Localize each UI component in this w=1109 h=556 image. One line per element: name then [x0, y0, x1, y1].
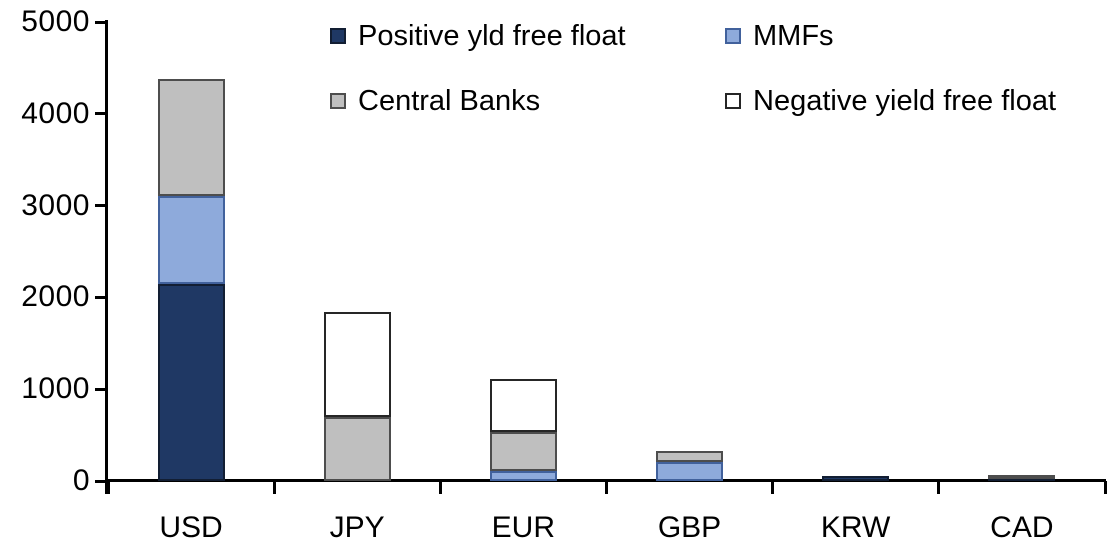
- legend-swatch-central-banks: [330, 93, 346, 109]
- legend-swatch-negative-yield-free-float: [725, 93, 741, 109]
- x-tick-mark: [771, 481, 775, 494]
- y-tick-mark: [95, 479, 108, 483]
- x-category-label-jpy: JPY: [329, 511, 385, 544]
- legend-item-positive-yld-free-float: Positive yld free float: [330, 20, 626, 52]
- x-tick-mark: [937, 481, 941, 494]
- x-tick-mark: [1103, 481, 1107, 494]
- bar-segment-usd-series-2: [157, 78, 225, 197]
- bar-segment-cad-series-2: [988, 474, 1056, 479]
- legend-label: Central Banks: [358, 85, 541, 117]
- legend-label: Negative yield free float: [753, 85, 1057, 117]
- y-tick-mark: [95, 204, 108, 208]
- legend-swatch-positive-yld-free-float: [330, 28, 346, 44]
- bar-segment-jpy-series-3: [323, 312, 391, 417]
- y-tick-label: 4000: [21, 96, 90, 130]
- y-tick-label: 3000: [21, 188, 90, 222]
- x-category-label-cad: CAD: [990, 511, 1054, 544]
- legend-item-negative-yield-free-float: Negative yield free float: [725, 85, 1056, 117]
- y-tick-label: 0: [72, 464, 90, 497]
- bar-segment-usd-series-0: [157, 283, 225, 481]
- y-tick-mark: [95, 295, 108, 299]
- x-tick-mark: [272, 481, 276, 494]
- y-tick-mark: [95, 112, 108, 116]
- x-tick-mark: [106, 481, 110, 494]
- bar-segment-krw-series-0: [822, 476, 890, 481]
- y-tick-label: 2000: [21, 280, 90, 314]
- x-tick-mark: [438, 481, 442, 494]
- x-category-label-gbp: GBP: [657, 511, 722, 544]
- legend-label: MMFs: [753, 20, 834, 52]
- legend-item-mmfs: MMFs: [725, 20, 834, 52]
- legend-item-central-banks: Central Banks: [330, 85, 540, 117]
- bar-segment-gbp-series-2: [656, 450, 724, 462]
- bar-segment-eur-series-1: [489, 470, 557, 481]
- y-axis-line: [105, 20, 108, 494]
- x-axis-line: [105, 479, 1106, 482]
- bar-segment-gbp-series-1: [656, 461, 724, 481]
- x-category-label-krw: KRW: [820, 511, 891, 544]
- y-tick-mark: [95, 387, 108, 391]
- y-tick-label: 1000: [21, 372, 90, 406]
- bar-segment-usd-series-1: [157, 196, 225, 284]
- bar-segment-eur-series-2: [489, 431, 557, 471]
- bar-segment-eur-series-3: [489, 379, 557, 432]
- x-category-label-eur: EUR: [491, 511, 555, 544]
- x-tick-mark: [605, 481, 608, 494]
- legend-swatch-mmfs: [725, 28, 741, 44]
- y-tick-mark: [95, 20, 108, 24]
- legend-label: Positive yld free float: [358, 20, 626, 52]
- bar-segment-jpy-series-2: [323, 416, 391, 481]
- x-category-label-usd: USD: [159, 511, 223, 544]
- y-tick-label: 5000: [21, 5, 90, 38]
